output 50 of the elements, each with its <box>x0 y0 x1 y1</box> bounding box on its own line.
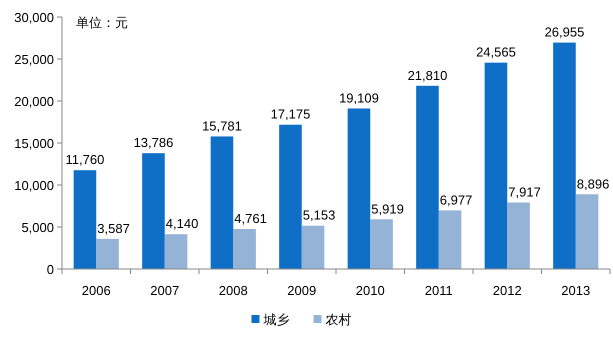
y-tick-label: 25,000 <box>14 52 54 67</box>
data-label: 5,153 <box>302 208 336 223</box>
data-label: 7,917 <box>508 184 541 200</box>
y-tick-label: 10,000 <box>14 178 54 193</box>
data-label: 4,761 <box>234 211 267 226</box>
bar <box>370 219 393 269</box>
bar <box>576 194 598 269</box>
data-label: 24,565 <box>476 44 516 60</box>
x-tick-label: 2013 <box>561 283 590 298</box>
data-label: 5,919 <box>371 201 404 216</box>
x-tick-label: 2006 <box>82 283 111 298</box>
y-tick-label: 20,000 <box>14 94 54 109</box>
x-tick-label: 2010 <box>356 283 385 298</box>
data-label: 17,175 <box>270 106 310 122</box>
y-tick-label: 5,000 <box>21 220 54 235</box>
bar <box>302 226 324 269</box>
annotation: 单位：元 <box>76 15 128 30</box>
x-tick-label: 2008 <box>218 283 248 298</box>
x-tick-label: 2007 <box>150 283 180 298</box>
bar <box>96 238 119 269</box>
bar <box>438 210 462 269</box>
bar <box>484 62 508 269</box>
bar <box>348 108 370 269</box>
data-label: 26,955 <box>544 24 584 40</box>
data-label: 11,760 <box>66 152 104 168</box>
x-tick-label: 2009 <box>287 283 316 298</box>
data-label: 19,109 <box>339 90 379 106</box>
y-tick-label: 0 <box>46 262 54 277</box>
data-label: 4,140 <box>166 216 198 232</box>
bar <box>142 153 165 269</box>
bar <box>507 202 530 269</box>
legend-label: 农村 <box>326 312 352 327</box>
x-tick-label: 2012 <box>492 283 522 298</box>
data-label: 21,810 <box>408 68 448 83</box>
bar <box>553 42 576 269</box>
data-label: 15,781 <box>202 118 242 134</box>
x-tick-label: 2011 <box>424 283 453 298</box>
bar <box>164 234 188 269</box>
bar <box>279 124 302 269</box>
bar <box>210 136 234 269</box>
y-tick-label: 15,000 <box>14 136 54 151</box>
bar <box>416 86 439 269</box>
data-label: 6,977 <box>440 192 472 208</box>
data-label: 3,587 <box>97 220 130 236</box>
y-tick-label: 30,000 <box>14 10 54 25</box>
bar <box>74 170 96 269</box>
data-label: 13,786 <box>134 135 174 150</box>
bar <box>233 229 256 269</box>
data-label: 8,896 <box>576 176 610 192</box>
legend-label: 城乡 <box>262 312 290 327</box>
